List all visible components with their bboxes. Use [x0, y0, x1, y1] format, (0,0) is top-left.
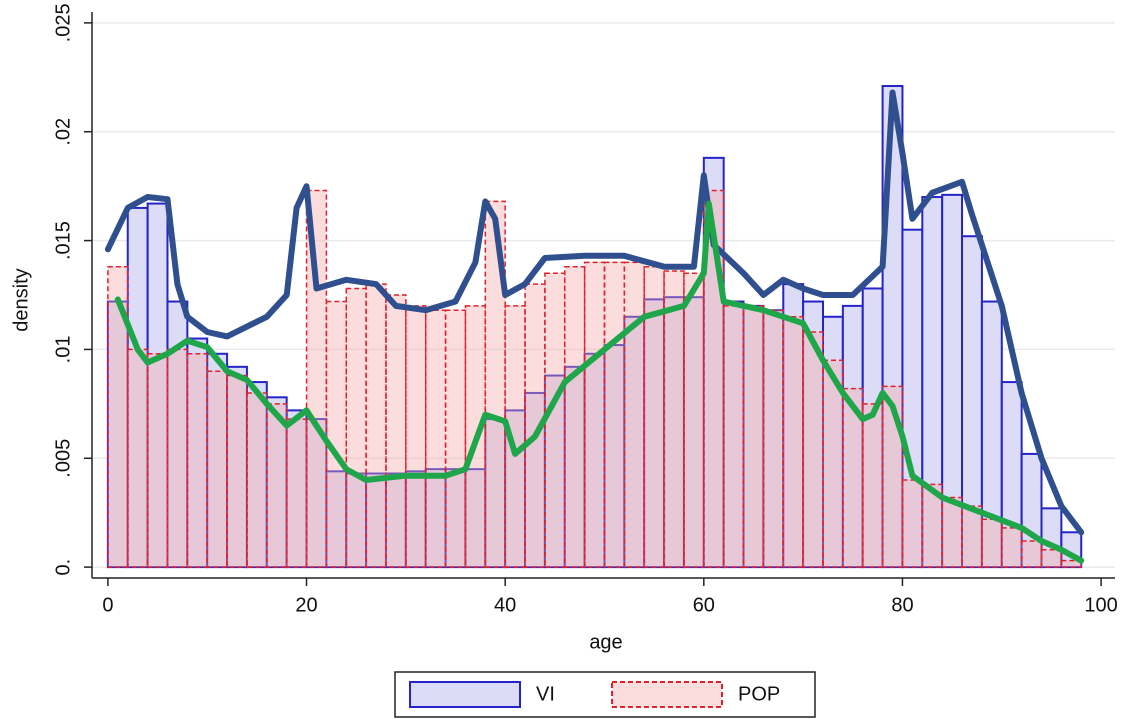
y-tick-label: .015	[52, 221, 74, 260]
x-tick-label: 100	[1084, 594, 1117, 616]
y-tick-label: .01	[52, 336, 74, 364]
bar	[802, 331, 824, 568]
density-line	[114, 200, 1085, 564]
lines	[104, 89, 1085, 564]
bar	[345, 287, 367, 568]
bar	[127, 348, 149, 568]
bar	[444, 309, 467, 568]
x-tick-label: 60	[693, 594, 715, 616]
bar	[623, 261, 645, 568]
axes: 0. .005 .01 .015 .02 .025 0 20 40 60 80 100	[52, 3, 1118, 616]
bar	[1020, 540, 1043, 568]
bar	[325, 300, 348, 568]
y-tick-label: .02	[52, 118, 74, 146]
legend-label: VI	[536, 683, 555, 705]
bar	[266, 403, 288, 568]
bar	[961, 505, 983, 568]
bar	[186, 353, 208, 568]
bar	[405, 305, 427, 568]
bar	[683, 272, 705, 568]
x-tick-label: 20	[295, 594, 317, 616]
legend-swatch	[611, 681, 723, 708]
bar	[424, 309, 447, 568]
bar	[742, 305, 765, 568]
legend-swatch	[409, 681, 521, 708]
bar	[146, 353, 169, 568]
bar	[285, 418, 308, 568]
bar	[246, 392, 268, 568]
bar	[1040, 548, 1063, 568]
legend-label: POP	[738, 683, 780, 705]
bar	[504, 305, 526, 568]
bar	[663, 270, 685, 568]
x-tick-label: 80	[891, 594, 913, 616]
bar	[722, 305, 745, 568]
bar	[385, 294, 407, 568]
bar	[842, 387, 864, 568]
density-line	[104, 89, 1085, 536]
y-tick-label: 0.	[52, 559, 74, 576]
bars	[106, 85, 1083, 569]
bar	[206, 370, 228, 568]
y-tick-label: .005	[52, 439, 74, 478]
x-axis-label: age	[589, 631, 622, 653]
bar	[921, 483, 943, 568]
bar	[226, 374, 248, 568]
bar	[544, 272, 566, 568]
bar	[564, 265, 586, 568]
y-axis-label: density	[10, 268, 32, 331]
bar	[365, 283, 387, 568]
bar	[1060, 559, 1082, 568]
bar	[603, 261, 626, 568]
bar	[901, 479, 924, 568]
bar	[861, 403, 884, 568]
bar	[881, 385, 904, 568]
x-tick-label: 40	[494, 594, 516, 616]
y-tick-label: .025	[52, 3, 74, 42]
bar	[762, 309, 785, 568]
bar	[166, 348, 189, 568]
bar	[1001, 527, 1023, 568]
bar	[583, 261, 606, 568]
bar	[782, 316, 804, 568]
bar	[981, 518, 1003, 568]
legend: VI POP	[409, 681, 780, 708]
bar	[107, 265, 129, 568]
x-tick-label: 0	[102, 594, 113, 616]
bar	[941, 496, 963, 568]
